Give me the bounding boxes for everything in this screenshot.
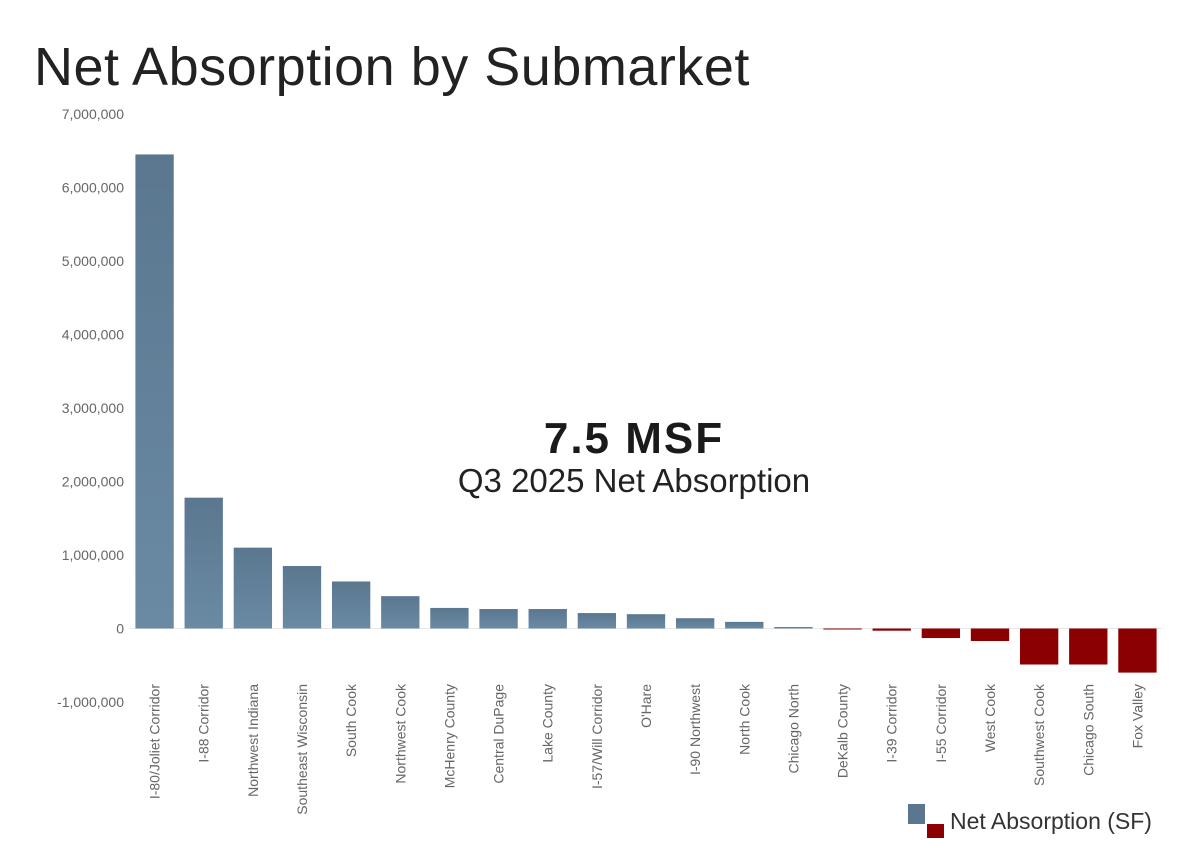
bar bbox=[1019, 628, 1059, 665]
bar bbox=[479, 609, 518, 629]
bar bbox=[1118, 628, 1157, 673]
x-tick-label: Lake County bbox=[540, 684, 556, 763]
x-tick-label: I-57/Will Corridor bbox=[589, 684, 605, 789]
headline-label: Q3 2025 Net Absorption bbox=[458, 462, 810, 499]
y-tick-label: 4,000,000 bbox=[62, 327, 124, 343]
headline-value: 7.5 MSF bbox=[544, 414, 724, 463]
y-tick-label: 2,000,000 bbox=[62, 474, 124, 490]
bar bbox=[331, 581, 371, 629]
legend: Net Absorption (SF) bbox=[908, 804, 1152, 838]
y-tick-label: 0 bbox=[116, 621, 124, 637]
x-tick-label: Chicago South bbox=[1080, 684, 1096, 776]
bar bbox=[381, 596, 420, 629]
bar bbox=[872, 628, 911, 631]
bar bbox=[725, 621, 764, 629]
x-tick-label: South Cook bbox=[343, 683, 359, 757]
bar bbox=[577, 613, 617, 629]
bar bbox=[528, 609, 567, 629]
bar bbox=[1069, 628, 1108, 665]
y-axis: 7,000,000 6,000,000 5,000,000 4,000,000 3,00… bbox=[57, 106, 124, 710]
bar bbox=[823, 628, 862, 630]
x-tick-label: Central DuPage bbox=[491, 684, 507, 784]
x-tick-label: I-88 Corridor bbox=[196, 684, 212, 763]
x-tick-label: Southeast Wisconsin bbox=[294, 684, 310, 815]
x-tick-label: I-80/Joliet Corridor bbox=[147, 684, 163, 799]
x-axis: I-80/Joliet Corridor I-88 Corridor Northwe… bbox=[147, 683, 1146, 815]
x-tick-label: North Cook bbox=[736, 683, 752, 755]
x-tick-label: Chicago North bbox=[785, 684, 801, 774]
y-tick-label: 6,000,000 bbox=[62, 180, 124, 196]
bar bbox=[921, 628, 961, 639]
x-tick-label: DeKalb County bbox=[835, 684, 851, 778]
y-tick-label: 7,000,000 bbox=[62, 106, 124, 122]
bar bbox=[675, 618, 715, 629]
y-tick-label: 5,000,000 bbox=[62, 253, 124, 269]
x-tick-label: Fox Valley bbox=[1129, 684, 1145, 748]
y-tick-label: 1,000,000 bbox=[62, 547, 124, 563]
bar bbox=[135, 154, 174, 629]
bar bbox=[970, 628, 1010, 641]
bar bbox=[184, 497, 223, 629]
x-tick-label: I-90 Northwest bbox=[687, 684, 703, 775]
legend-swatch-positive bbox=[908, 804, 925, 824]
legend-label: Net Absorption (SF) bbox=[950, 808, 1152, 834]
x-tick-label: I-55 Corridor bbox=[933, 684, 949, 763]
bar bbox=[774, 627, 813, 629]
y-tick-label: 3,000,000 bbox=[62, 400, 124, 416]
y-tick-label: -1,000,000 bbox=[57, 694, 124, 710]
x-tick-label: Northwest Cook bbox=[392, 683, 408, 784]
bar bbox=[430, 607, 469, 629]
bars-group bbox=[135, 154, 1157, 673]
x-tick-label: I-39 Corridor bbox=[884, 684, 900, 763]
bar bbox=[282, 566, 322, 629]
chart-title: Net Absorption by Submarket bbox=[34, 37, 750, 97]
x-tick-label: O'Hare bbox=[638, 684, 654, 728]
x-tick-label: McHenry County bbox=[441, 684, 457, 788]
x-tick-label: Northwest Indiana bbox=[245, 684, 261, 797]
x-tick-label: Southwest Cook bbox=[1031, 683, 1047, 786]
legend-swatch-negative bbox=[927, 824, 944, 838]
x-tick-label: West Cook bbox=[982, 683, 998, 752]
bar bbox=[626, 614, 666, 629]
bar bbox=[233, 547, 273, 629]
